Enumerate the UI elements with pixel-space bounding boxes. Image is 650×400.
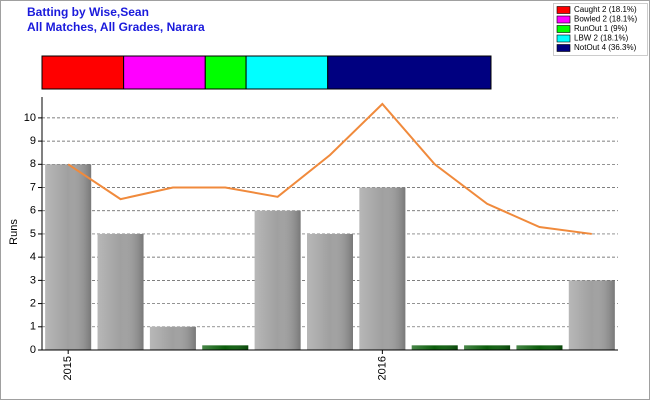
legend-swatch xyxy=(556,34,571,43)
bar-shade xyxy=(464,345,511,350)
dismissal-segment xyxy=(41,55,125,90)
bar-shade xyxy=(97,233,144,350)
y-tick-label: 9 xyxy=(30,135,36,147)
y-tick-label: 3 xyxy=(30,274,36,286)
bar-shade xyxy=(45,164,92,350)
bar-shade xyxy=(149,326,196,350)
x-tick-label: 2016 xyxy=(376,356,388,380)
dismissal-segment xyxy=(204,55,247,90)
y-axis-label: Runs xyxy=(8,219,20,245)
y-tick-label: 4 xyxy=(30,251,36,263)
bar-shade xyxy=(516,345,563,350)
legend-swatch xyxy=(556,44,571,52)
dismissal-segment xyxy=(245,55,329,90)
y-tick-label: 2 xyxy=(30,297,36,309)
bar-shade xyxy=(254,210,301,350)
y-tick-label: 7 xyxy=(30,181,36,193)
y-tick-label: 0 xyxy=(30,344,36,356)
bar-shade xyxy=(411,345,458,350)
legend-label: LBW 2 (18.1%) xyxy=(574,34,629,43)
legend-swatch xyxy=(556,6,571,14)
legend-label: RunOut 1 (9%) xyxy=(574,24,628,33)
y-tick-label: 8 xyxy=(30,158,36,170)
dismissal-segment xyxy=(327,55,492,90)
y-tick-label: 6 xyxy=(30,205,36,217)
chart-subtitle: All Matches, All Grades, Narara xyxy=(27,20,205,34)
legend-label: Bowled 2 (18.1%) xyxy=(574,15,637,24)
trend-line xyxy=(67,102,592,235)
bar-shade xyxy=(202,345,249,350)
y-tick-label: 5 xyxy=(30,228,36,240)
y-tick-label: 1 xyxy=(30,321,36,333)
legend-swatch xyxy=(556,15,571,24)
bar-shade xyxy=(307,233,353,350)
y-tick-label: 10 xyxy=(24,112,36,124)
legend-label: NotOut 4 (36.3%) xyxy=(574,43,637,52)
legend-swatch xyxy=(556,25,571,33)
dismissal-segment xyxy=(123,55,206,90)
x-tick-label: 2015 xyxy=(62,356,74,380)
bar-shade xyxy=(568,280,615,350)
chart-title: Batting by Wise,Sean xyxy=(27,5,149,19)
legend-label: Caught 2 (18.1%) xyxy=(574,5,637,14)
bar-shade xyxy=(359,187,406,350)
